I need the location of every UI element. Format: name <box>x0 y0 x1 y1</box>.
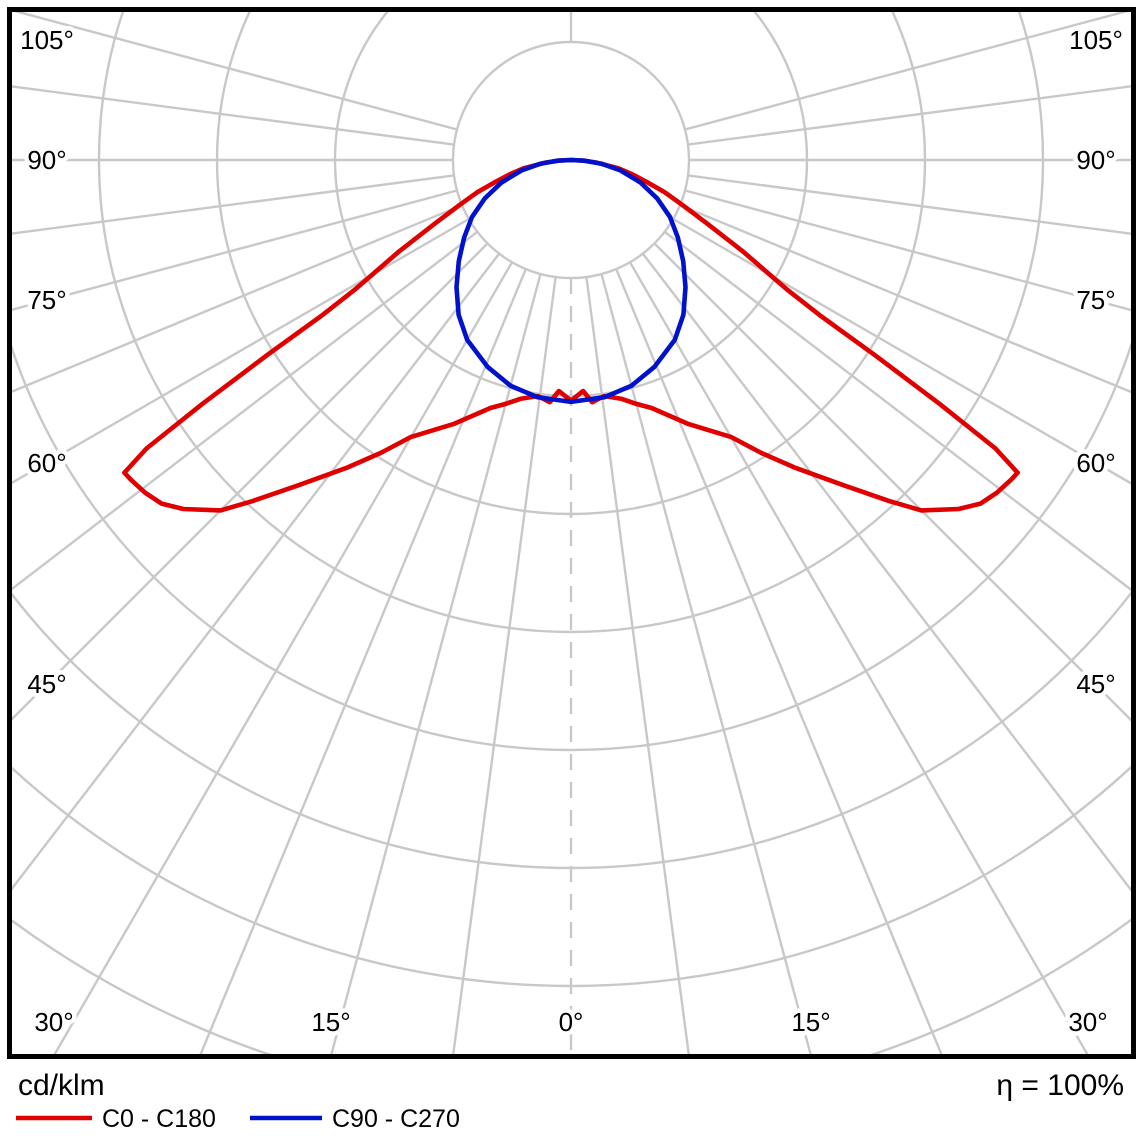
angle-label-bottom-right-30: 30° <box>1068 1007 1107 1037</box>
grid-ray <box>199 268 527 1054</box>
angle-label-bottom-0: 0° <box>559 1007 584 1037</box>
legend-label-c90-c270: C90 - C270 <box>332 1105 460 1133</box>
grid-ray <box>653 242 1131 722</box>
angle-label-bottom-right-15: 15° <box>791 1007 830 1037</box>
angle-label-bottom-left-30: 30° <box>34 1007 73 1037</box>
efficiency-label: η = 100% <box>996 1069 1124 1102</box>
grid-ray <box>687 174 1131 235</box>
angle-label-left-60: 60° <box>27 448 66 478</box>
grid-ray <box>684 189 1131 312</box>
grid-ray <box>13 12 458 131</box>
grid-ray <box>12 85 455 146</box>
angle-label-right-45: 45° <box>1076 669 1115 699</box>
legend-label-c0-c180: C0 - C180 <box>102 1105 216 1133</box>
grid-ray <box>12 252 501 891</box>
angle-labels: 0° 15° 15° 30° 30° 45° 45° 60° 60° 75° 75° 90° 90° 10… <box>16 21 1128 1042</box>
grid-ray <box>12 217 470 485</box>
angle-label-right-90: 90° <box>1076 145 1115 175</box>
grid-ray <box>585 276 690 1054</box>
grid-ray <box>679 204 1131 394</box>
grid-ray <box>641 252 1131 892</box>
curve-c90-c270 <box>454 157 688 405</box>
grid-ray <box>330 273 542 1054</box>
angle-label-right-105: 105° <box>1069 25 1123 55</box>
grid-ring <box>12 341 1131 752</box>
angle-label-left-75: 75° <box>27 285 66 315</box>
angle-label-left-105: 105° <box>20 25 74 55</box>
grid-ray <box>452 276 557 1054</box>
grid-ray <box>684 12 1129 131</box>
grid-ray <box>12 189 458 311</box>
grid-ray <box>672 217 1131 485</box>
angle-label-right-60: 60° <box>1076 448 1115 478</box>
grid-ray <box>600 273 812 1054</box>
angle-label-left-90: 90° <box>27 145 66 175</box>
grid-ray <box>53 261 514 1054</box>
plot-border <box>7 7 1136 1059</box>
grid-ray <box>12 174 455 235</box>
intensity-curves <box>122 157 1020 513</box>
grid-ray <box>615 268 943 1054</box>
angle-label-bottom-left-15: 15° <box>311 1007 350 1037</box>
units-label: cd/klm <box>18 1069 105 1102</box>
grid-ray <box>663 230 1131 592</box>
grid-ray <box>12 230 479 591</box>
grid-ray <box>628 261 1089 1054</box>
grid-ray <box>687 85 1131 146</box>
angle-label-left-45: 45° <box>27 669 66 699</box>
grid-ray <box>12 242 489 721</box>
grid-ray <box>12 204 463 393</box>
angle-label-right-75: 75° <box>1076 285 1115 315</box>
